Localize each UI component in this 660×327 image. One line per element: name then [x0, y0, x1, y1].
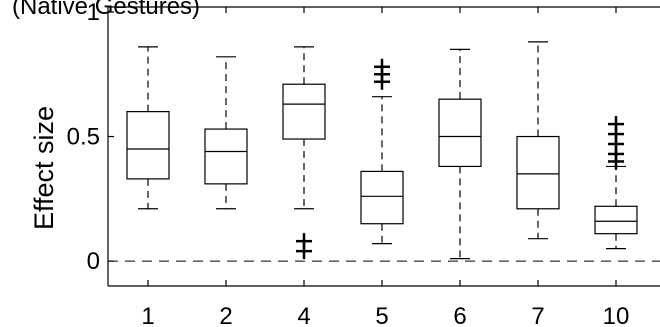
- y-tick-label: 0: [87, 248, 100, 275]
- y-tick-label: 1: [87, 0, 100, 26]
- box-iqr: [594, 205, 638, 235]
- x-tick-label: 10: [603, 303, 630, 327]
- x-tick-label: 4: [297, 303, 310, 327]
- y-axis-label: Effect size: [29, 106, 59, 230]
- y-tick-label: 0.5: [67, 124, 100, 151]
- x-tick-label: 7: [531, 303, 544, 327]
- x-tick-label: 1: [141, 303, 154, 327]
- outlier-marker: [374, 58, 390, 75]
- box-iqr: [204, 128, 248, 185]
- x-tick-label: 6: [453, 303, 466, 327]
- box-iqr: [360, 170, 404, 225]
- outlier-marker: [608, 116, 624, 133]
- x-tick-label: 2: [219, 303, 232, 327]
- box-iqr: [126, 111, 170, 180]
- box-iqr: [516, 135, 560, 210]
- box-iqr: [282, 83, 326, 140]
- outlier-marker: [296, 233, 312, 250]
- plot-area: 0 0.5 1 1 2 4 5 6 7 10: [67, 0, 660, 327]
- x-tick-label: 5: [375, 303, 388, 327]
- chart-title: (Native Gestures): [12, 0, 200, 20]
- box-iqr: [438, 98, 482, 168]
